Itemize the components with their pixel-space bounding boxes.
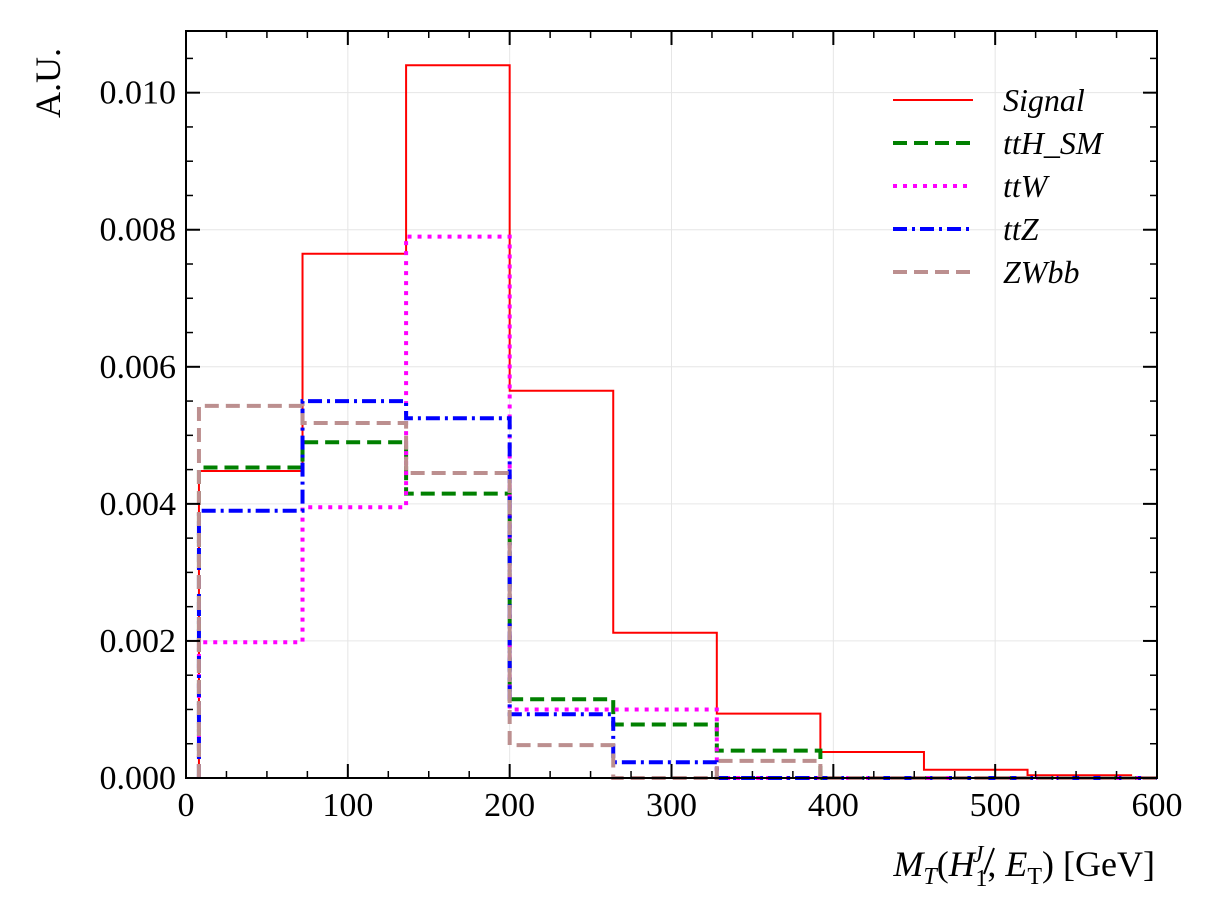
x-axis-label: MT(HJ 1, ET) [GeV]	[892, 842, 1155, 892]
y-tick-label: 0.004	[100, 486, 177, 523]
series-tth-sm	[196, 440, 1157, 780]
x-tick-label: 600	[1132, 787, 1183, 824]
ticks: 0 100 200 300 400 500 600 0.000 0.002 0.004 0.006 0…	[100, 31, 1183, 824]
x-tick-label: 0	[178, 787, 195, 824]
x-tick-label: 200	[484, 787, 535, 824]
series-ttw	[196, 234, 1157, 780]
legend-label: ttH_SM	[1003, 125, 1105, 161]
y-tick-label: 0.006	[100, 349, 177, 386]
legend-label: ZWbb	[1003, 254, 1079, 290]
x-tick-label: 300	[646, 787, 697, 824]
legend: Signal ttH_SM ttW ttZ ZWbb	[893, 82, 1105, 290]
y-tick-label: 0.010	[100, 75, 177, 112]
x-tick-label: 400	[808, 787, 859, 824]
y-axis-label: A.U.	[28, 48, 68, 118]
y-tick-label: 0.002	[100, 623, 177, 660]
legend-label: Signal	[1003, 82, 1085, 118]
legend-label: ttZ	[1003, 211, 1040, 247]
series-zwbb	[196, 403, 1157, 780]
x-tick-label: 500	[970, 787, 1021, 824]
x-tick-label: 100	[322, 787, 373, 824]
y-tick-label: 0.000	[100, 760, 177, 797]
y-tick-label: 0.008	[100, 212, 177, 249]
series-signal	[197, 64, 1157, 779]
legend-label: ttW	[1003, 168, 1051, 204]
series-ttz	[196, 399, 1157, 780]
missing-et-slash	[983, 847, 995, 875]
